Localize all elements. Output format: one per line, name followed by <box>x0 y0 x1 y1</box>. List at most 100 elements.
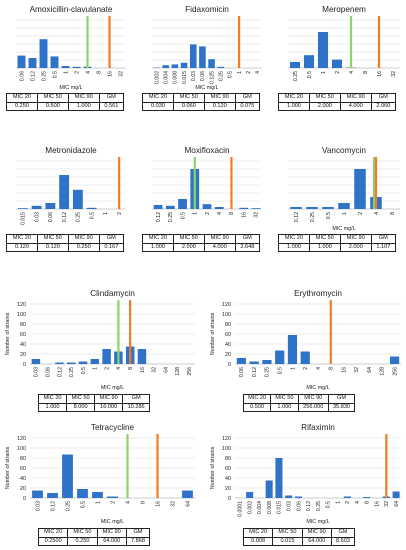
x-tick-label: 0.03 <box>35 501 41 511</box>
mic-table-value: 0.250 <box>67 242 100 253</box>
bar <box>331 59 343 68</box>
x-tick-label: 256 <box>187 367 193 376</box>
x-tick-label: 4 <box>316 367 322 370</box>
x-tick-label: 4 <box>217 212 223 215</box>
mic-table-header: MIC 50 <box>36 234 69 244</box>
mic-table-header: MIC 90 <box>339 234 372 244</box>
x-tick-label: 0.5 <box>307 71 313 78</box>
x-tick-label: 32 <box>354 367 360 373</box>
bar <box>338 203 350 209</box>
panel-2: Meropenem 0.25 0.5 1 2 4 8 16 32 MIC 20 MIC 50 MIC … <box>272 2 406 132</box>
chart-svg-2: Meropenem 0.25 0.5 1 2 4 8 16 32 <box>288 5 400 81</box>
x-tick-label: 0.125 <box>209 71 215 84</box>
x-axis-label: MIC mg/L <box>306 519 329 525</box>
x-tick-label: 0.12 <box>294 212 300 222</box>
x-tick-label: 0.5 <box>52 71 58 78</box>
x-tick-label: 0.25 <box>65 501 71 511</box>
x-tick-label: 0.5 <box>277 367 283 374</box>
x-tick-label: 0.5 <box>326 501 332 508</box>
bar <box>189 44 197 68</box>
chart-svg-9: Rifaximin 0 20 40 60 80 100 120 Number of strain… <box>210 423 401 525</box>
chart-title: Clindamycin <box>90 289 135 298</box>
x-tick-label: 1 <box>103 212 109 215</box>
mic-table-value: 256.000 <box>297 402 330 413</box>
x-tick-label: 16 <box>155 501 161 507</box>
x-tick-label: 128 <box>380 367 386 376</box>
x-tick-label: 32 <box>118 71 124 77</box>
bar <box>303 55 315 68</box>
bar <box>102 349 111 364</box>
x-tick-label: 8 <box>363 71 369 74</box>
x-tick-label: 256 <box>392 367 398 376</box>
bar <box>275 350 285 364</box>
panel-9: Rifaximin 0 20 40 60 80 100 120 Number of strain… <box>205 420 406 550</box>
y-tick-label: 100 <box>17 312 26 318</box>
y-tick-label: 80 <box>225 322 231 328</box>
x-tick-label: 32 <box>254 212 260 218</box>
mic-table-header: MIC 90 <box>297 394 330 404</box>
x-axis-label: MIC mg/L <box>59 85 82 91</box>
y-tick-label: 40 <box>20 476 26 482</box>
x-tick-label: 0.12 <box>156 212 162 222</box>
bar <box>17 55 26 68</box>
x-axis-label: MIC mg/L <box>101 385 124 391</box>
y-tick-label: 60 <box>225 332 231 338</box>
x-tick-label: 0.25 <box>41 71 47 81</box>
mic-table-value: 0.250 <box>6 101 38 112</box>
y-tick-label: 0 <box>23 496 26 502</box>
x-tick-label: 0.5 <box>80 501 86 508</box>
x-tick-label: 0.25 <box>265 367 271 377</box>
x-tick-label: 1 <box>63 71 69 74</box>
x-tick-label: 0.06 <box>45 367 51 377</box>
mic-table-value: 1.000 <box>278 242 310 253</box>
mic-table-header: MIC 50 <box>36 93 69 103</box>
y-tick-label: 100 <box>222 446 231 452</box>
x-tick-label: 0.25 <box>219 71 225 81</box>
chart-title: Fidaxomicin <box>185 5 229 14</box>
bar <box>390 356 400 364</box>
x-tick-label: 64 <box>367 367 373 373</box>
x-tick-label: 0.25 <box>293 71 299 81</box>
chart-svg-0: Amoxicillin-clavulanate 0.06 0.12 0.25 0.5 1 2… <box>16 5 126 91</box>
mic-table-value: 1.000 <box>142 242 174 253</box>
mic-table-header: MIC 20 <box>37 394 68 404</box>
x-tick-label: 0.015 <box>182 71 188 84</box>
mic-table: MIC 20 MIC 50 MIC 90 GM 1.000 1.000 2.000 1.107 <box>278 234 397 253</box>
x-tick-label: 0.004 <box>164 71 170 84</box>
bar <box>199 46 206 68</box>
y-tick-label: 40 <box>225 476 231 482</box>
panel-1: Fidaxomicin 0.002 0.004 0.008 0.015 0.03 0.06 0… <box>136 2 268 132</box>
mic-table: MIC 20 MIC 50 MIC 90 GM 1.000 8.000 16.000 10.2… <box>37 394 150 413</box>
bar <box>354 169 366 209</box>
x-tick-label: 32 <box>384 501 390 507</box>
x-tick-label: 4 <box>85 71 91 74</box>
bar <box>137 349 147 364</box>
mic-table-header: GM <box>328 394 355 404</box>
mic-table-header: MIC 90 <box>203 93 236 103</box>
mic-table-header: GM <box>330 528 356 538</box>
bar <box>246 492 254 498</box>
bar <box>67 362 76 364</box>
mic-table-value: 2.000 <box>308 101 341 112</box>
x-tick-label: 2 <box>345 501 351 504</box>
bar <box>47 493 58 498</box>
mic-table: MIC 20 MIC 50 MIC 90 GM 0.030 0.060 0.120 0.075 <box>142 93 261 112</box>
bar <box>62 454 73 498</box>
bar <box>251 208 261 209</box>
x-tick-label: 0.12 <box>62 212 68 222</box>
y-tick-label: 120 <box>222 302 231 308</box>
panel-0: Amoxicillin-clavulanate 0.06 0.12 0.25 0.5 1 2… <box>0 2 132 132</box>
x-tick-label: 1 <box>290 367 296 370</box>
bar <box>300 351 310 364</box>
x-tick-label: 0.12 <box>306 501 312 511</box>
bar <box>363 497 371 498</box>
mic-table: MIC 20 MIC 50 MIC 90 GM 0.2500 0.250 64.000 7.8… <box>37 528 151 547</box>
x-tick-label: 16 <box>140 367 146 373</box>
x-tick-label: 8 <box>329 367 335 370</box>
mic-table-header: MIC 90 <box>203 234 236 244</box>
bar <box>180 62 188 68</box>
mic-table-value: 35.830 <box>328 402 355 413</box>
mic-table-value: 0.120 <box>36 242 69 253</box>
mic-table-value: 0.500 <box>242 402 272 413</box>
